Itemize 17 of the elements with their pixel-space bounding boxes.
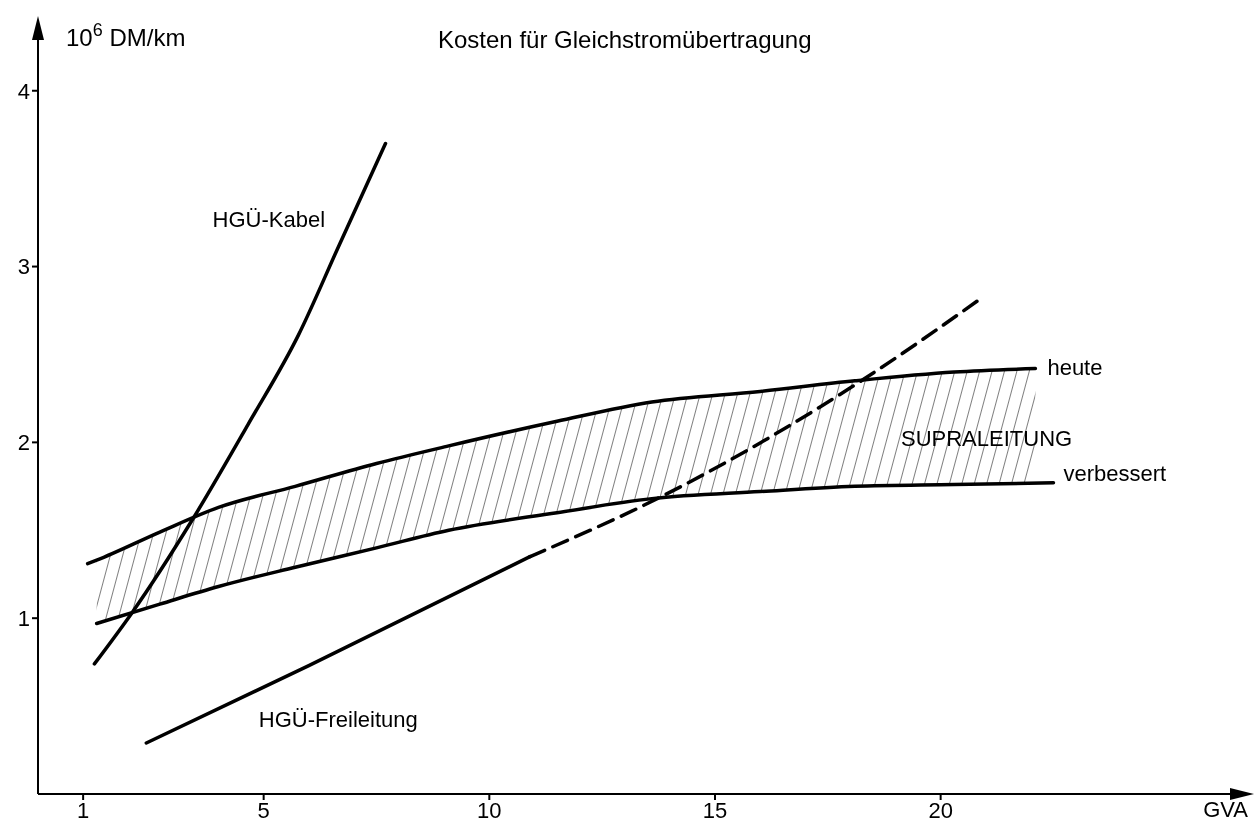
series-label: HGÜ-Kabel [212,207,326,233]
series-label: heute [1047,354,1103,380]
x-tick-label: 5 [257,797,270,823]
chart-title: Kosten für Gleichstromübertragung [438,26,812,54]
x-tick-label: 20 [928,797,953,823]
y-tick-label: 1 [17,606,30,631]
series-label: HGÜ-Freileitung [258,706,418,732]
y-tick-label: 4 [17,78,30,104]
annotation: SUPRALEITUNG [901,426,1073,452]
y-tick-label: 2 [17,430,30,456]
x-axis-title: GVA [1203,797,1248,823]
x-tick-label: 10 [477,797,502,823]
x-tick-label: 1 [77,797,90,823]
x-tick-label: 15 [702,797,728,823]
series-label: verbessert [1063,460,1167,486]
y-axis-title: 10$^{6}$ DM/km [66,20,186,51]
y-tick-label: 3 [17,254,30,280]
